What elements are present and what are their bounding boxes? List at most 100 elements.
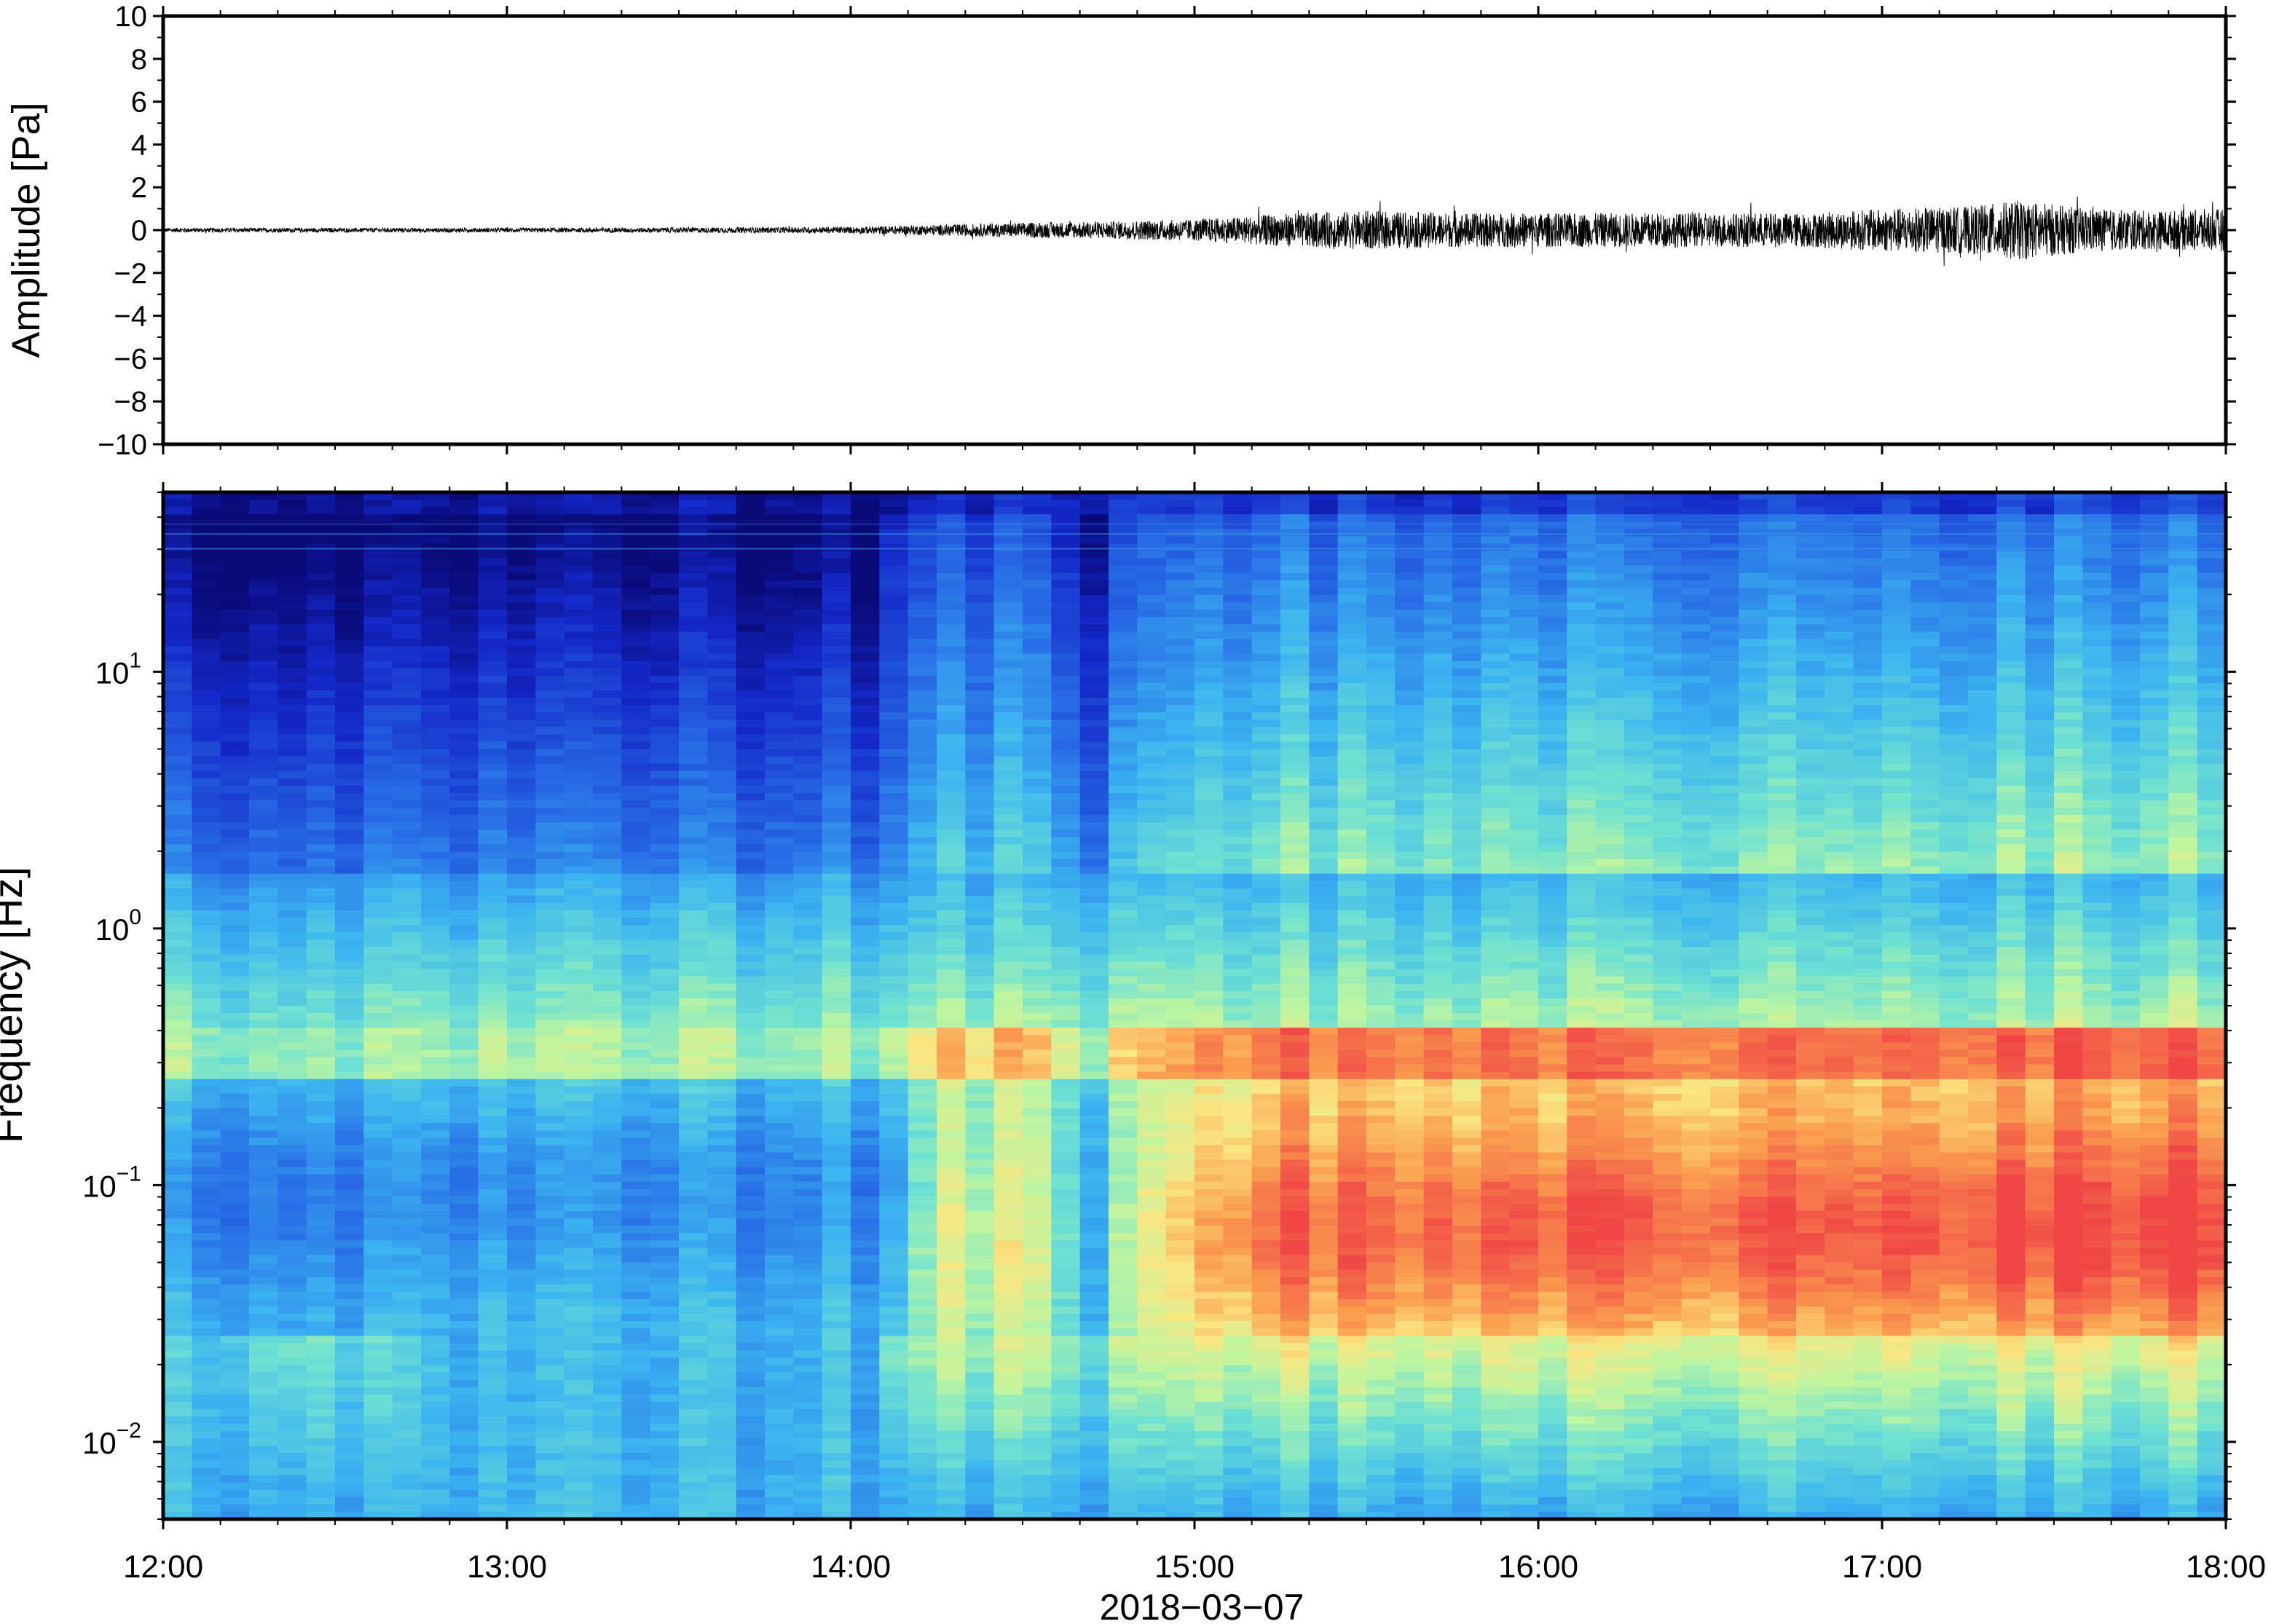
- spectrogram-cell: [392, 1167, 422, 1175]
- spectrogram-cell: [650, 1438, 680, 1447]
- spectrogram-cell: [507, 756, 537, 765]
- spectrogram-cell: [392, 844, 422, 853]
- spectrogram-cell: [822, 682, 851, 691]
- spectrogram-cell: [335, 903, 365, 911]
- spectrogram-cell: [650, 1277, 680, 1285]
- spectrogram-cell: [392, 1379, 422, 1388]
- spectrogram-cell: [1079, 675, 1109, 684]
- spectrogram-cell: [908, 595, 937, 603]
- spectrogram-cell: [1109, 1453, 1138, 1462]
- spectrogram-cell: [993, 1071, 1023, 1080]
- spectrogram-cell: [363, 1269, 393, 1278]
- spectrogram-cell: [478, 1343, 508, 1352]
- spectrogram-cell: [879, 961, 909, 970]
- spectrogram-cell: [937, 778, 967, 787]
- spectrogram-cell: [478, 698, 508, 706]
- spectrogram-cell: [736, 551, 765, 559]
- spectrogram-cell: [1023, 1181, 1052, 1190]
- spectrogram-cell: [793, 976, 823, 985]
- spectrogram-cell: [249, 1431, 279, 1440]
- spectrogram-cell: [1109, 1416, 1138, 1424]
- spectrogram-cell: [1051, 1042, 1081, 1051]
- spectrogram-cell: [851, 631, 881, 640]
- spectrogram-cell: [993, 785, 1023, 794]
- spectrogram-cell: [421, 1020, 451, 1029]
- spectrogram-cell: [793, 624, 823, 633]
- spectrogram-cell: [1051, 1343, 1081, 1352]
- spectrogram-cell: [765, 1394, 795, 1403]
- spectrogram-cell: [1051, 1482, 1081, 1491]
- spectrogram-cell: [621, 1467, 651, 1476]
- spectrogram-cell: [478, 749, 508, 757]
- spectrogram-cell: [564, 543, 594, 552]
- spectrogram-cell: [736, 646, 765, 655]
- spectrogram-cell: [765, 492, 795, 500]
- spectrogram-cell: [478, 983, 508, 992]
- spectrogram-cell: [478, 1006, 508, 1014]
- spectrogram-cell: [335, 808, 365, 816]
- spectrogram-cell: [707, 602, 737, 610]
- spectrogram-cell: [335, 1350, 365, 1359]
- spectrogram-cell: [650, 712, 680, 721]
- spectrogram-cell: [793, 675, 823, 684]
- spectrogram-cell: [478, 712, 508, 721]
- spectrogram-cell: [249, 969, 279, 977]
- spectrogram-cell: [822, 1196, 851, 1205]
- spectrogram-cell: [335, 1497, 365, 1505]
- spectrogram-cell: [249, 859, 279, 867]
- spectrogram-cell: [593, 610, 623, 618]
- spectrogram-cell: [879, 1482, 909, 1491]
- spectrogram-cell: [1051, 947, 1081, 955]
- spectrogram-cell: [335, 1446, 365, 1454]
- spectrogram-cell: [650, 668, 680, 677]
- spectrogram-cell: [507, 741, 537, 750]
- spectrogram-cell: [1023, 1394, 1052, 1403]
- spectrogram-cell: [593, 698, 623, 706]
- spectrogram-cell: [851, 918, 881, 926]
- spectrogram-cell: [1109, 536, 1138, 545]
- spectrogram-cell: [507, 954, 537, 963]
- spectrogram-cell: [363, 1130, 393, 1139]
- spectrogram-cell: [392, 668, 422, 677]
- spectrogram-cell: [278, 617, 307, 626]
- spectrogram-cell: [793, 939, 823, 948]
- spectrogram-cell: [278, 1203, 307, 1212]
- spectrogram-cell: [736, 1181, 765, 1190]
- spectrogram-cell: [650, 1196, 680, 1205]
- spectrogram-cell: [449, 1233, 479, 1242]
- spectrogram-cell: [593, 1424, 623, 1432]
- spectrogram-cell: [449, 763, 479, 772]
- spectrogram-cell: [1051, 903, 1081, 911]
- spectrogram-cell: [679, 1321, 709, 1329]
- spectrogram-cell: [879, 572, 909, 581]
- spectrogram-cell: [278, 1306, 307, 1314]
- spectrogram-cell: [507, 1343, 537, 1352]
- spectrogram-cell: [937, 646, 967, 655]
- spectrogram-cell: [163, 1387, 193, 1395]
- spectrogram-cell: [1137, 808, 1167, 816]
- spectrogram-cell: [765, 543, 795, 552]
- spectrogram-cell: [564, 500, 594, 508]
- spectrogram-cell: [220, 800, 250, 808]
- spectrogram-cell: [937, 1321, 967, 1329]
- spectrogram-cell: [163, 1123, 193, 1132]
- spectrogram-cell: [192, 580, 221, 588]
- spectrogram-cell: [1109, 1394, 1138, 1403]
- spectrogram-cell: [1109, 1123, 1138, 1132]
- spectrogram-cell: [249, 939, 279, 948]
- spectrogram-cell: [851, 998, 881, 1006]
- spectrogram-cell: [965, 1196, 995, 1205]
- spectrogram-cell: [1109, 690, 1138, 698]
- spectrogram-cell: [993, 1130, 1023, 1139]
- spectrogram-cell: [363, 1438, 393, 1447]
- spectrogram-cell: [1137, 903, 1167, 911]
- spectrogram-cell: [908, 572, 937, 581]
- spectrogram-cell: [1051, 565, 1081, 574]
- spectrogram-cell: [851, 903, 881, 911]
- spectrogram-cell: [564, 1233, 594, 1242]
- spectrogram-cell: [449, 1453, 479, 1462]
- spectrogram-cell: [793, 1394, 823, 1403]
- spectrogram-cell: [965, 756, 995, 765]
- spectrogram-cell: [937, 939, 967, 948]
